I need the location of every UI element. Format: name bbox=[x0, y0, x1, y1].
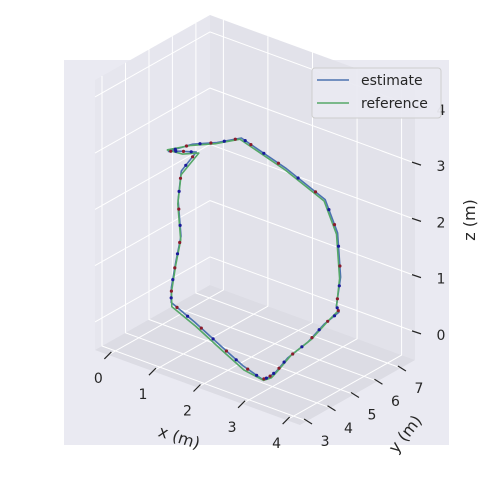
marker-point-50 bbox=[234, 138, 237, 141]
marker-point-26 bbox=[269, 375, 272, 378]
marker-point-33 bbox=[318, 328, 321, 331]
marker-point-45 bbox=[297, 176, 300, 179]
marker-point-9 bbox=[179, 224, 182, 227]
marker-point-15 bbox=[170, 296, 173, 299]
marker-point-10 bbox=[178, 241, 181, 244]
marker-point-31 bbox=[300, 345, 303, 348]
tick-label-x-0: 0 bbox=[94, 371, 103, 387]
marker-point-14 bbox=[170, 290, 173, 293]
marker-point-39 bbox=[338, 284, 341, 287]
marker-point-46 bbox=[277, 162, 280, 165]
marker-point-54 bbox=[185, 144, 188, 147]
marker-point-16 bbox=[175, 306, 178, 309]
marker-point-6 bbox=[179, 177, 182, 180]
marker-point-49 bbox=[244, 139, 247, 142]
marker-point-38 bbox=[336, 297, 339, 300]
marker-point-22 bbox=[246, 368, 249, 371]
marker-point-18 bbox=[200, 327, 203, 330]
legend: estimate reference bbox=[312, 68, 441, 118]
tick-label-y-4: 4 bbox=[344, 421, 353, 437]
marker-point-0 bbox=[169, 150, 172, 153]
marker-point-11 bbox=[176, 252, 179, 255]
tick-label-z-2: 2 bbox=[437, 215, 446, 231]
marker-point-48 bbox=[249, 143, 252, 146]
tick-label-z-0: 0 bbox=[437, 328, 446, 344]
marker-point-13 bbox=[171, 278, 174, 281]
z-axis-label: z (m) bbox=[460, 199, 479, 241]
marker-point-52 bbox=[209, 141, 212, 144]
marker-point-25 bbox=[265, 377, 268, 380]
marker-point-44 bbox=[314, 190, 317, 193]
tick-label-z-3: 3 bbox=[437, 159, 446, 175]
marker-point-19 bbox=[212, 337, 215, 340]
marker-point-42 bbox=[333, 223, 336, 226]
marker-point-21 bbox=[235, 358, 238, 361]
tick-label-y-3: 3 bbox=[321, 434, 330, 450]
marker-point-23 bbox=[255, 374, 258, 377]
legend-label-reference: reference bbox=[361, 96, 428, 112]
marker-point-8 bbox=[177, 208, 180, 211]
marker-point-40 bbox=[338, 264, 341, 267]
marker-point-3 bbox=[190, 150, 193, 153]
legend-label-estimate: estimate bbox=[361, 73, 423, 89]
marker-point-17 bbox=[186, 315, 189, 318]
marker-point-43 bbox=[327, 208, 330, 211]
marker-point-5 bbox=[184, 164, 187, 167]
marker-point-29 bbox=[283, 361, 286, 364]
marker-point-53 bbox=[198, 142, 201, 145]
marker-point-51 bbox=[223, 140, 226, 143]
marker-point-35 bbox=[333, 314, 336, 317]
marker-point-7 bbox=[178, 190, 181, 193]
tick-label-y-6: 6 bbox=[391, 394, 400, 410]
marker-point-30 bbox=[291, 352, 294, 355]
marker-point-27 bbox=[272, 372, 275, 375]
tick-label-x-2: 2 bbox=[183, 404, 192, 420]
tick-label-x-3: 3 bbox=[228, 420, 237, 436]
tick-label-z-1: 1 bbox=[437, 272, 446, 288]
tick-label-y-5: 5 bbox=[368, 407, 377, 423]
marker-point-36 bbox=[337, 309, 340, 312]
marker-point-34 bbox=[326, 320, 329, 323]
marker-point-12 bbox=[173, 266, 176, 269]
tick-label-y-7: 7 bbox=[414, 381, 423, 397]
marker-point-2 bbox=[182, 150, 185, 153]
tick-label-x-1: 1 bbox=[138, 387, 147, 403]
marker-point-28 bbox=[277, 367, 280, 370]
marker-point-37 bbox=[336, 306, 339, 309]
marker-point-47 bbox=[262, 152, 265, 155]
marker-point-41 bbox=[337, 245, 340, 248]
marker-point-55 bbox=[174, 148, 177, 151]
marker-point-32 bbox=[310, 336, 313, 339]
tick-label-x-4: 4 bbox=[272, 436, 281, 452]
marker-point-4 bbox=[191, 155, 194, 158]
marker-point-20 bbox=[225, 349, 228, 352]
